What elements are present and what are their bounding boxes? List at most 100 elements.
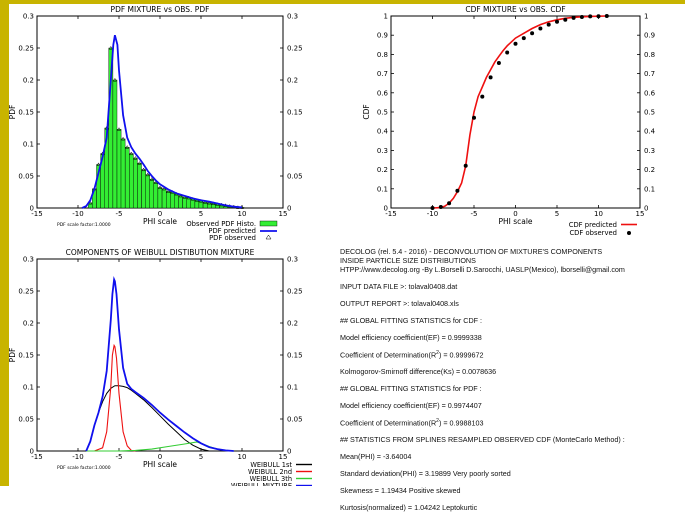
statistics-panel: DECOLOG (rel. 5.4 - 2016) - DECONVOLUTIO… xyxy=(340,247,685,512)
weibull-legend-1st-label: WEIBULL 1st xyxy=(250,461,292,469)
histogram-bar xyxy=(137,162,142,209)
cdf-xtick-label: 10 xyxy=(594,210,603,218)
cdf-observed-point xyxy=(455,188,460,193)
cdf-ytick-label-right: 0 xyxy=(644,205,648,213)
pdf-xlabel: PHI scale xyxy=(143,217,177,226)
cdf-r2-sup: 2 xyxy=(436,350,439,356)
cdf-ylabel: CDF xyxy=(362,104,371,119)
cdf-ytick-label-right: 0.2 xyxy=(644,166,655,174)
weibull-xtick-label: -15 xyxy=(31,453,42,461)
weibull-xtick-label: 15 xyxy=(279,453,288,461)
pdf-observed-point xyxy=(203,200,208,204)
pdf-ytick-label-left: 0.15 xyxy=(18,109,34,117)
pdf-ytick-label-left: 0 xyxy=(30,205,34,213)
cdf-observed-point xyxy=(488,75,493,80)
histogram-bar xyxy=(129,153,134,209)
pdf-observed-point xyxy=(141,167,146,172)
pdf-ytick-label-right: 0.15 xyxy=(287,109,303,117)
weibull-xtick-label: -5 xyxy=(116,453,123,461)
weibull-ytick-label-left: 0.15 xyxy=(18,352,34,360)
cdf-ytick-label-right: 1 xyxy=(644,13,648,21)
cdf-observed-point xyxy=(546,22,551,27)
cdf-title: CDF MIXTURE vs OBS. CDF xyxy=(465,5,565,14)
cdf-observed-point xyxy=(496,61,501,65)
header-line-3: HTPP://www.decolog.org -By L.Borselli D.… xyxy=(340,265,625,274)
cdf-xtick-label: -10 xyxy=(427,210,438,218)
cdf-observed-point xyxy=(555,19,559,24)
cdf-legend-predicted-label: CDF predicted xyxy=(569,221,617,229)
histogram-bar xyxy=(153,182,159,209)
pdf-ytick-label-left: 0.3 xyxy=(23,13,34,21)
weibull-ytick-label-right: 0 xyxy=(287,448,291,456)
cdf-observed-point xyxy=(505,50,510,55)
histogram-bar xyxy=(141,169,146,209)
pdf-xtick-label: -5 xyxy=(116,210,123,218)
pdf-r2-label: Coefficient of Determination(R xyxy=(340,418,437,428)
weibull-ytick-label-left: 0.2 xyxy=(23,320,34,328)
cdf-ks-line: Kolmogorov-Smirnoff difference(Ks) = 0.0… xyxy=(340,367,497,376)
pdf-title: PDF MIXTURE vs OBS. PDF xyxy=(111,5,210,14)
cdf-ytick-label-left: 0 xyxy=(384,205,388,213)
frame-border-left xyxy=(0,0,9,486)
cdf-ytick-label-left: 0.2 xyxy=(377,166,388,174)
cdf-xtick-label: 15 xyxy=(636,210,645,218)
pdf-observed-point xyxy=(112,77,117,82)
weibull-xtick-label: -10 xyxy=(72,453,83,461)
pdf-observed-point xyxy=(96,162,101,166)
cdf-observed-point xyxy=(571,15,576,20)
skew-line: Skewness = 1.19434 Positive skewed xyxy=(340,486,461,495)
cdf-observed-point xyxy=(596,14,601,19)
cdf-observed-point xyxy=(563,17,568,22)
pdf-ytick-label-right: 0.25 xyxy=(287,45,303,53)
pdf-observed-point xyxy=(166,189,171,193)
pdf-legend-predicted-label: PDF predicted xyxy=(208,227,256,235)
kurt-line: Kurtosis(normalized) = 1.04242 Leptokurt… xyxy=(340,503,478,512)
histogram-bar xyxy=(112,79,118,209)
cdf-ytick-label-left: 1 xyxy=(384,13,388,21)
weibull-ytick-label-left: 0.05 xyxy=(18,416,34,424)
pdf-observed-point xyxy=(116,127,122,131)
header-line-2: INSIDE PARTICLE SIZE DISTRIBUTIONS xyxy=(340,256,476,265)
pdf-ytick-label-right: 0.1 xyxy=(287,141,298,149)
pdf-observed-point xyxy=(145,172,150,177)
cdf-observed-point xyxy=(588,14,593,19)
weibull-ytick-label-right: 0.2 xyxy=(287,320,298,328)
histogram-bar xyxy=(120,138,126,209)
pdf-legend-observed-swatch xyxy=(265,234,272,240)
pdf-observed-point xyxy=(108,45,113,50)
cdf-legend-observed-label: CDF observed xyxy=(569,229,617,237)
weibull-ytick-label-right: 0.1 xyxy=(287,384,298,392)
pdf-legend-observed-label: PDF observed xyxy=(209,234,256,242)
cdf-ytick-label-right: 0.3 xyxy=(644,147,655,155)
cdf-r2-label: Coefficient of Determination(R xyxy=(340,350,437,360)
pdf-r2-sup: 2 xyxy=(436,418,439,424)
cdf-stats-heading: ## GLOBAL FITTING STATISTICS for CDF : xyxy=(340,316,483,325)
weibull-scale-note: PDF scale factor:1.0000 xyxy=(57,465,111,471)
cdf-ytick-label-left: 0.7 xyxy=(377,70,388,78)
pdf-ylabel: PDF xyxy=(8,105,17,120)
cdf-ytick-label-right: 0.1 xyxy=(644,185,655,193)
pdf-plot-frame xyxy=(36,15,284,209)
pdf-observed-point xyxy=(121,136,126,141)
cdf-xtick-label: 0 xyxy=(513,210,517,218)
cdf-legend-observed-swatch xyxy=(627,231,631,235)
pdf-ytick-label-right: 0.3 xyxy=(287,13,298,21)
histogram-bar xyxy=(174,193,179,209)
pdf-stats-heading: ## GLOBAL FITTING STATISTICS for PDF : xyxy=(340,384,482,393)
weibull-legend-mixture-label: WEIBULL MIXTURE xyxy=(231,482,292,486)
cdf-observed-point xyxy=(513,41,518,46)
histogram-bar xyxy=(145,174,150,209)
cdf-observed-point xyxy=(472,115,476,120)
output-report-line: OUTPUT REPORT >: tolaval0408.xls xyxy=(340,299,459,308)
cdf-xtick-label: 5 xyxy=(555,210,559,218)
cdf-ytick-label-right: 0.4 xyxy=(644,128,656,136)
weibull-legend-3th-label: WEIBULL 3th xyxy=(250,475,292,483)
cdf-predicted-line xyxy=(432,15,607,209)
cdf-ytick-label-left: 0.4 xyxy=(377,128,389,136)
histogram-bar xyxy=(170,191,175,209)
pdf-r2-line: Coefficient of Determination(R2) = 0.998… xyxy=(340,418,484,427)
histogram-bar xyxy=(178,195,183,209)
pdf-ef-line: Model efficiency coefficient(EF) = 0.997… xyxy=(340,401,482,410)
cdf-xtick-label: -15 xyxy=(385,210,396,218)
weibull-ytick-label-right: 0.25 xyxy=(287,288,303,296)
